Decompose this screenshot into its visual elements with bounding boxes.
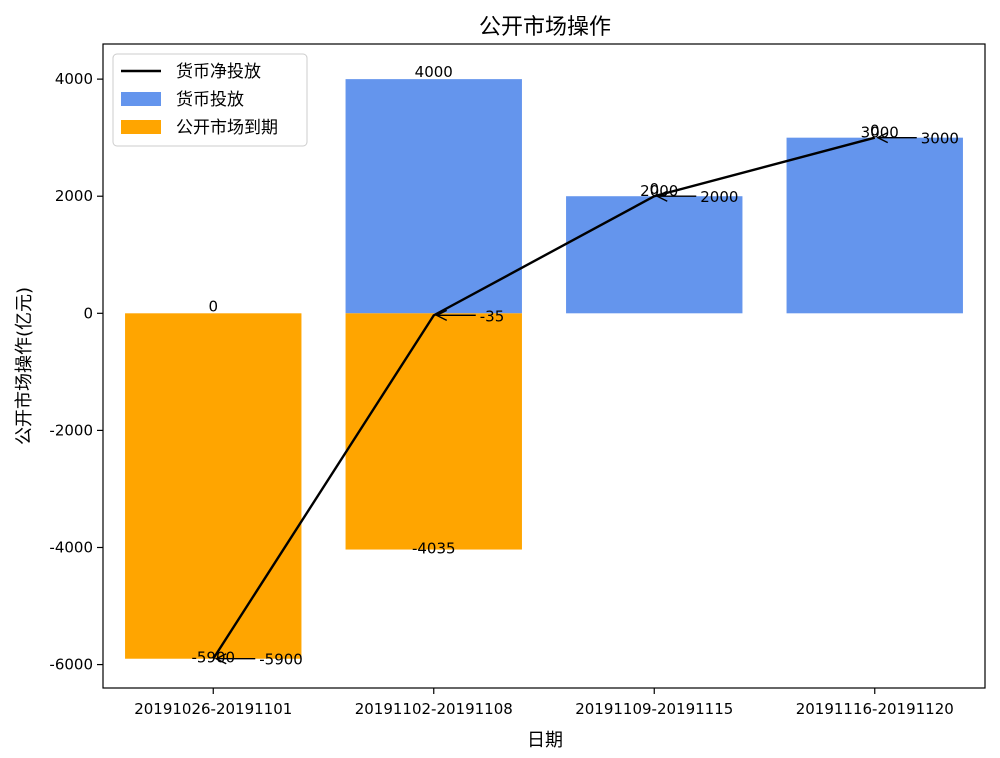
bar-mature-1: [345, 313, 522, 550]
y-tick-label: 0: [83, 304, 93, 322]
line-annotation-arrowhead-1: [435, 309, 448, 321]
y-tick-label: -2000: [49, 421, 93, 439]
legend: 货币净投放 货币投放 公开市场到期: [112, 53, 308, 147]
y-axis-label: 公开市场操作(亿元): [14, 287, 35, 445]
line-labels-layer: -5900 -35 2000 3000: [214, 130, 959, 669]
y-tick-label: -4000: [49, 538, 93, 556]
x-tick-label: 20191109-20191115: [575, 700, 733, 718]
line-annotation-arrowhead-2: [655, 190, 668, 202]
chart-title: 公开市场操作: [479, 15, 611, 40]
x-tick-label: 20191116-20191120: [796, 700, 954, 718]
bar-value-label-invest-1: 4000: [415, 63, 453, 81]
y-tick-label: -6000: [49, 656, 93, 674]
line-value-label-0: -5900: [259, 651, 303, 669]
legend-label-net: 货币净投放: [176, 62, 261, 82]
bar-invest-1: [345, 79, 522, 314]
line-annotation-arrowhead-3: [876, 132, 889, 144]
line-value-label-1: -35: [480, 307, 505, 325]
bar-invest-2: [566, 196, 743, 314]
bar-invest-3: [786, 137, 963, 314]
x-tick-label: 20191026-20191101: [134, 700, 292, 718]
legend-label-mature: 公开市场到期: [176, 118, 278, 138]
x-ticks: 20191026-20191101 20191102-20191108 201911…: [134, 688, 954, 718]
line-value-label-3: 3000: [921, 130, 959, 148]
legend-swatch-invest: [121, 92, 161, 106]
net-line-series: [212, 136, 876, 660]
bar-value-label-invest-0: 0: [208, 297, 218, 315]
y-tick-label: 2000: [55, 187, 93, 205]
y-ticks: -6000 -4000 -2000 0 2000 4000: [49, 70, 103, 674]
x-axis-label: 日期: [527, 730, 563, 751]
y-tick-label: 4000: [55, 70, 93, 88]
bar-value-label-mature-1: -4035: [412, 540, 456, 558]
line-annotation-arrowhead-0: [214, 653, 227, 665]
bar-mature-0: [125, 313, 302, 659]
plot-frame: [102, 43, 986, 689]
bars-layer: [125, 79, 963, 659]
legend-label-invest: 货币投放: [176, 90, 244, 110]
bar-value-label-invest-3: 0: [870, 122, 880, 140]
legend-box: [112, 53, 308, 147]
net-line-layer: [212, 136, 876, 660]
legend-swatch-mature: [121, 120, 161, 134]
bar-value-label-invest-2: 0: [649, 180, 659, 198]
x-tick-label: 20191102-20191108: [355, 700, 513, 718]
line-value-label-2: 2000: [700, 188, 738, 206]
